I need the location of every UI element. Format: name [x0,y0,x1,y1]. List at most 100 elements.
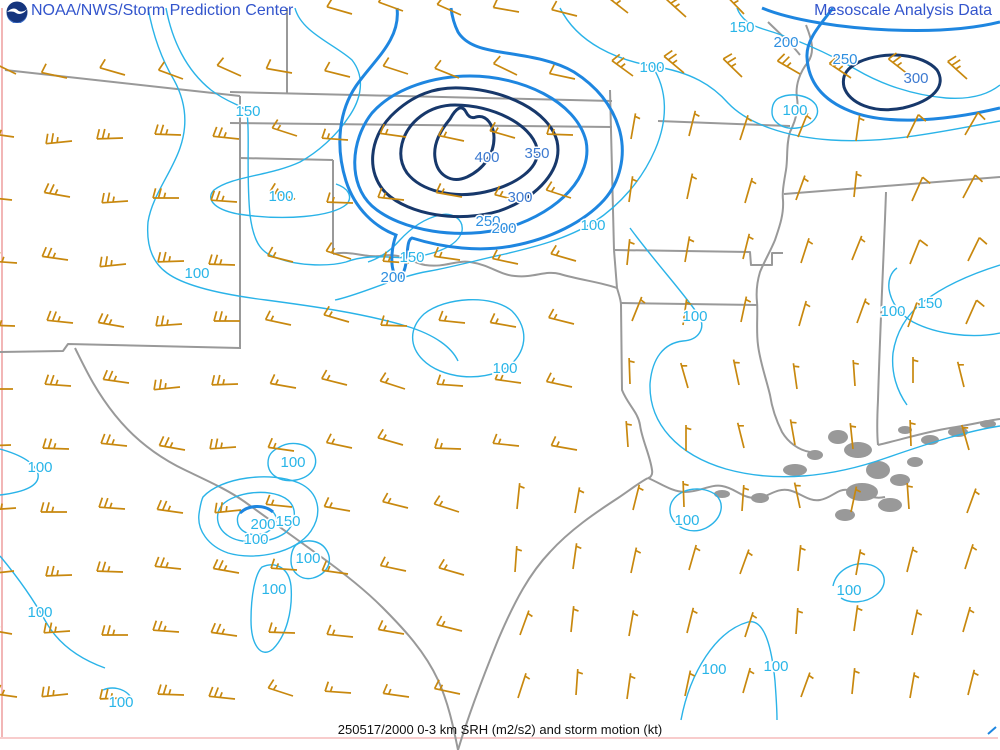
wind-barb [742,233,754,260]
wind-barb [545,181,572,199]
srh-contour-300 [371,86,560,219]
wind-barb [382,492,409,509]
wind-barb [0,684,18,698]
contour-label: 100 [639,59,664,76]
state-borders [0,8,1000,750]
wind-barb [321,369,348,386]
wind-barb [965,299,985,325]
state-border-line [613,249,618,289]
marsh-blob [846,483,878,501]
page-title[interactable]: NOAA/NWS/Storm Prediction Center [31,2,294,19]
contour-label: 100 [108,694,133,711]
wind-barb [966,488,980,514]
wind-barb [154,556,182,570]
wind-barb [436,374,464,387]
srh-contour-200 [238,505,274,515]
srh-contour-100 [267,442,317,482]
wind-barb [491,249,519,265]
wind-barb [96,561,124,573]
wind-barb [851,235,866,261]
wind-barb [40,63,68,79]
contour-label: 300 [507,189,532,206]
wind-barb [0,567,15,574]
wind-barb [572,543,582,570]
wind-barb [550,244,577,262]
wind-barb [887,52,910,76]
contour-label: 200 [773,34,798,51]
wind-barb [437,126,465,142]
wind-barb [550,436,578,451]
wind-barb [684,670,696,697]
wind-barb [906,546,918,573]
wind-barb [434,59,460,79]
wind-barb [742,667,755,694]
wind-barb [626,673,636,700]
wind-barb [852,360,859,387]
state-border-line [239,157,334,161]
contour-label: 150 [235,103,260,120]
wind-barb [492,0,520,13]
wind-barb [682,299,692,326]
contour-label: 100 [261,581,286,598]
state-border-line [767,21,801,56]
wind-barb [494,369,522,384]
wind-barb [153,379,181,391]
marsh-blob [907,457,923,467]
wind-barb [268,622,296,634]
wind-barb [379,556,407,572]
contour-label: 100 [268,188,293,205]
contour-label: 300 [903,70,928,87]
srh-contour-300 [841,53,942,112]
wind-barb [492,433,520,447]
wind-barb [798,300,811,327]
mesoscale-analysis-data-link[interactable]: Mesoscale Analysis Data [814,2,992,19]
wind-barb [800,238,814,264]
srh-contour-200 [761,6,1000,33]
wind-barb [551,0,578,17]
wind-barb [744,177,757,204]
wind-barb [269,182,296,200]
wind-barb [663,49,685,74]
wind-barb [686,607,698,634]
marsh-blob [714,490,730,498]
wind-barb [828,56,852,79]
wind-barb [519,610,533,636]
srh-contour-400 [433,106,496,181]
state-border-line [657,120,791,127]
noaa-logo[interactable] [5,1,29,23]
wind-barb [609,0,629,14]
marsh-blob [898,426,912,434]
wind-barb [517,673,531,699]
wind-barb [433,246,461,261]
state-border-line [74,347,459,750]
wind-barb [611,53,634,77]
wind-barb [850,486,862,513]
state-border-line [876,191,887,446]
state-border-line [755,24,814,453]
wind-barb [379,123,407,138]
wind-barb [97,313,125,328]
wind-barb [849,423,857,450]
srh-contour-100 [888,267,1000,337]
wind-barb [570,606,579,633]
wind-barb [213,311,240,322]
wind-barb [909,672,920,699]
wind-barb [631,296,646,322]
marsh-blob [828,430,848,444]
contour-label: 150 [275,513,300,530]
wind-barb [960,424,970,451]
wind-barb [628,610,639,637]
wind-barb [546,124,574,136]
wind-barb [962,606,975,633]
wind-barb [0,129,15,138]
wind-barb [626,239,635,266]
srh-contour-150 [736,7,1000,100]
wind-barb [157,251,185,263]
wind-barb [382,251,410,264]
marsh-blob [890,474,910,486]
wind-barb [210,190,238,203]
wind-barb [208,686,236,700]
wind-barb [789,419,797,446]
wind-barb [325,242,352,260]
srh-contour-100 [411,298,525,378]
